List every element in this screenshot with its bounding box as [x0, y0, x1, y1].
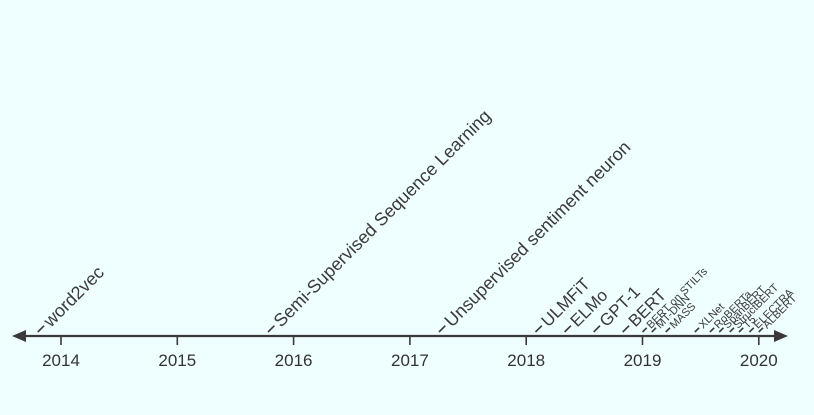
timeline-events: word2vec Semi-Supervised Sequence Learnin… — [37, 106, 800, 333]
event-dash — [748, 327, 755, 333]
event-dash — [622, 325, 630, 333]
event-dash — [438, 325, 446, 333]
year-ticks: 2014 2015 2016 2017 2018 2019 2020 — [42, 336, 778, 370]
event-dash — [758, 327, 764, 333]
event-dash — [534, 325, 543, 333]
event-dash — [593, 325, 601, 333]
event-dash — [37, 325, 45, 333]
event-dash — [665, 327, 671, 333]
year-label: 2017 — [391, 351, 429, 370]
axis-left-arrow-icon — [12, 330, 26, 342]
event-dash — [641, 327, 648, 333]
event-label: word2vec — [39, 262, 108, 331]
year-label: 2015 — [158, 351, 196, 370]
year-label: 2018 — [507, 351, 545, 370]
event-marker: word2vec — [37, 262, 108, 333]
year-label: 2019 — [624, 351, 662, 370]
event-dash — [729, 327, 735, 333]
event-dash — [709, 327, 715, 333]
timeline-axis — [12, 330, 788, 342]
event-dash — [267, 325, 275, 333]
event-dash — [718, 327, 725, 333]
year-label: 2020 — [740, 351, 778, 370]
year-label: 2016 — [275, 351, 313, 370]
event-dash — [694, 327, 700, 333]
year-label: 2014 — [42, 351, 80, 370]
axis-right-arrow-icon — [774, 330, 788, 342]
event-dash — [651, 327, 657, 333]
event-dash — [564, 325, 572, 333]
event-dash — [738, 327, 744, 333]
